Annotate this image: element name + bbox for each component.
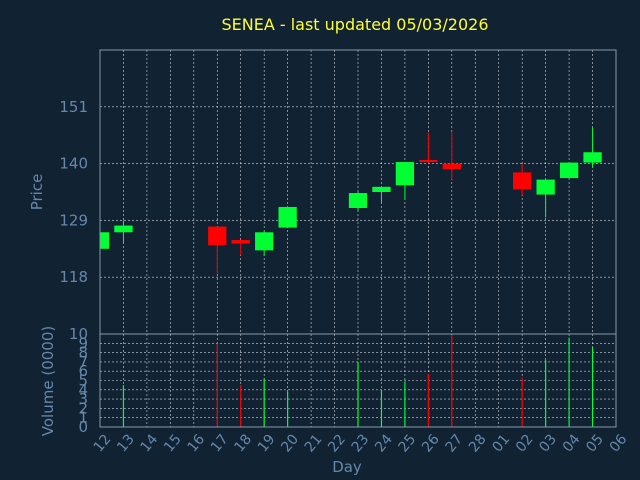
x-tick-label: 14: [138, 431, 162, 455]
candle-body: [395, 162, 415, 186]
price-grid: [100, 50, 616, 334]
volume-tick-label: 6: [78, 362, 88, 380]
price-tick-label: 129: [59, 211, 88, 229]
candle: [442, 131, 461, 180]
candle: [583, 127, 602, 168]
candle-body: [255, 232, 274, 251]
candle-body: [278, 206, 297, 228]
x-tick-label: 12: [91, 431, 115, 455]
volume-tick-label: 0: [78, 418, 88, 436]
candle: [536, 179, 555, 218]
candle: [114, 220, 133, 244]
x-tick-label: 20: [278, 431, 302, 455]
candle-body: [372, 186, 391, 192]
x-tick-label: 01: [489, 431, 513, 455]
candle-body: [583, 152, 602, 163]
x-tick-label: 21: [302, 431, 326, 455]
price-tick-label: 118: [59, 268, 88, 286]
x-tick-label: 03: [536, 431, 560, 455]
candle: [372, 186, 391, 204]
volume-panel-frame: [99, 333, 617, 428]
volume-tick-label: 8: [78, 344, 88, 362]
volume-tick-label: 3: [78, 390, 88, 408]
x-tick-label: 17: [208, 431, 232, 455]
candle: [208, 226, 227, 274]
candle-body: [208, 226, 227, 246]
volume-tick-label: 2: [78, 399, 88, 417]
volume-tick-label: 1: [78, 409, 88, 427]
candle-body: [536, 179, 555, 195]
candle-body: [100, 232, 110, 249]
price-tick-label: 140: [59, 155, 88, 173]
x-tick-label: 19: [255, 431, 279, 455]
volume-axis-label: Volume (0000): [39, 326, 57, 436]
x-tick-label: 06: [607, 431, 631, 455]
volume-tick-label: 9: [78, 334, 88, 352]
x-tick-label: 02: [513, 431, 537, 455]
price-axis-label: Price: [28, 174, 46, 211]
x-axis-label: Day: [332, 458, 362, 476]
candle: [278, 206, 297, 228]
x-tick-label: 22: [325, 431, 349, 455]
candle: [395, 162, 415, 200]
candle: [255, 230, 274, 257]
candle-body: [348, 193, 368, 209]
x-tick-label: 24: [372, 431, 396, 455]
candle-body: [442, 163, 461, 170]
volume-tick-label: 10: [69, 325, 88, 343]
volume-tick-label: 5: [78, 372, 88, 390]
volume-tick-label: 7: [78, 353, 88, 371]
candle: [559, 162, 579, 179]
x-tick-label: 27: [443, 431, 467, 455]
x-tick-label: 16: [185, 431, 209, 455]
x-tick-label: 26: [419, 431, 443, 455]
x-tick-label: 23: [349, 431, 373, 455]
x-tick-label: 25: [396, 431, 420, 455]
candle: [99, 232, 110, 249]
x-tick-label: 15: [161, 431, 185, 455]
plot-frames: [99, 49, 617, 428]
volume-tick-label: 4: [78, 381, 88, 399]
chart-title: SENEA - last updated 05/03/2026: [221, 15, 488, 34]
volume-bars: [122, 334, 594, 427]
candle-body: [419, 159, 438, 163]
x-tick-label: 05: [583, 431, 607, 455]
x-tick-label: 13: [114, 431, 138, 455]
x-tick-label: 18: [231, 431, 255, 455]
candle: [513, 163, 532, 196]
candle-body: [231, 240, 250, 244]
candle-body: [513, 172, 532, 190]
price-tick-label: 151: [59, 98, 88, 116]
candle-body: [114, 225, 133, 233]
x-tick-label: 04: [560, 431, 584, 455]
candle: [231, 240, 250, 255]
price-candles: [99, 127, 602, 274]
x-tick-label: 28: [466, 431, 490, 455]
axis-tick-labels: 12 13 14 15 16 17 18 19 20 21 22 23 24 25 26 27 28 01 02 03…: [59, 98, 630, 456]
candle: [419, 132, 438, 164]
candle-body: [559, 162, 579, 179]
candle: [348, 191, 368, 212]
